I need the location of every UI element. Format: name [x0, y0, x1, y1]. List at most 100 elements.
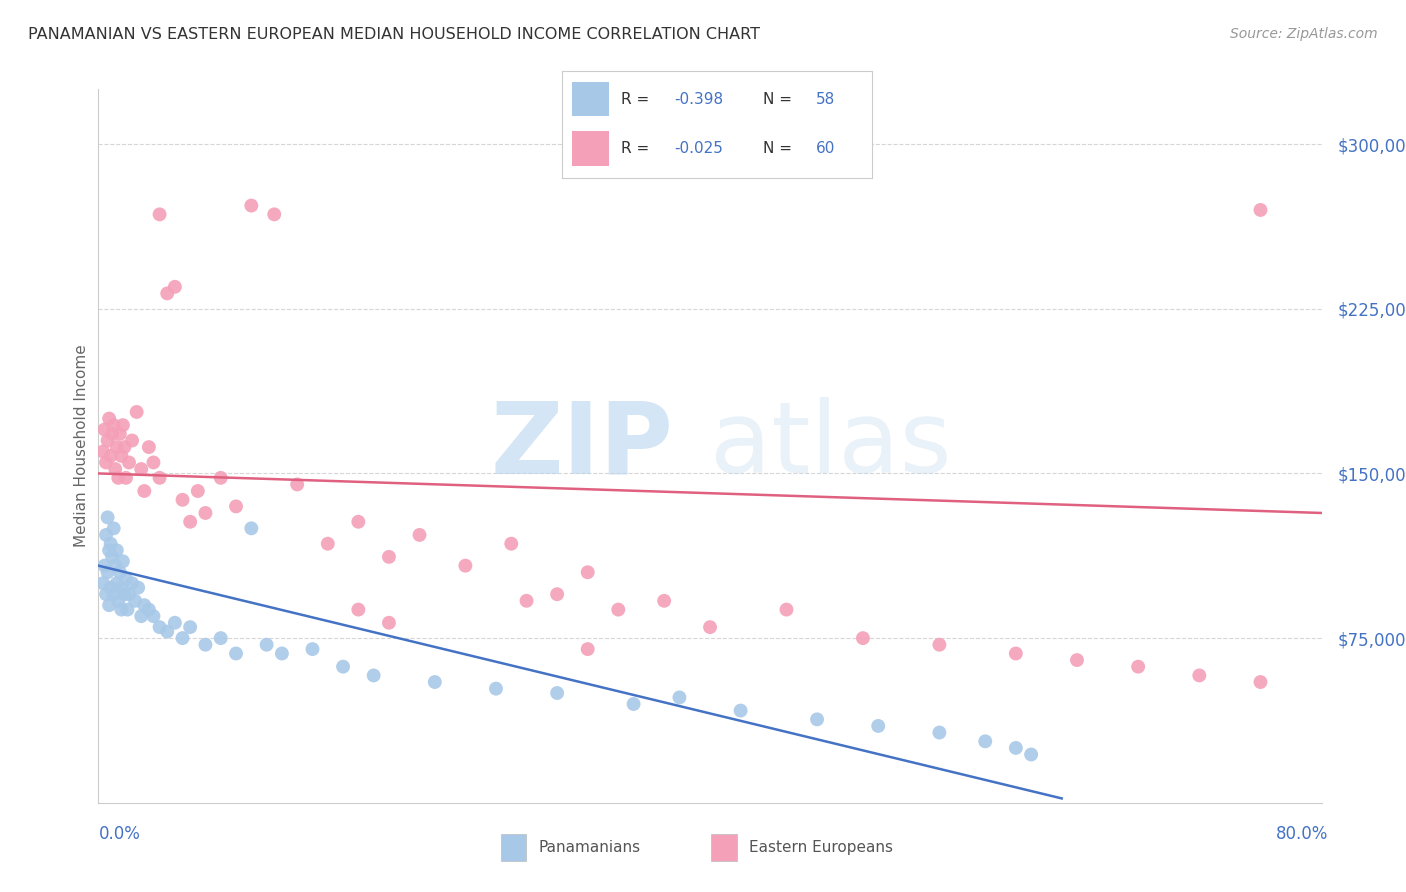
Point: [501, 537, 523, 551]
Point: [316, 537, 339, 551]
Point: [100, 537, 122, 551]
Point: [103, 418, 125, 433]
Point: [194, 506, 217, 520]
Point: [546, 587, 568, 601]
Point: [110, 581, 132, 595]
Point: [928, 725, 950, 739]
Point: [134, 483, 156, 498]
Y-axis label: Median Household Income: Median Household Income: [75, 344, 89, 548]
Point: [121, 576, 143, 591]
Point: [112, 440, 135, 454]
Point: [138, 440, 160, 454]
Text: R =: R =: [621, 141, 654, 156]
Point: [546, 686, 568, 700]
Point: [576, 566, 599, 580]
Point: [263, 207, 285, 221]
Point: [868, 719, 890, 733]
Point: [179, 620, 201, 634]
Point: [1249, 675, 1271, 690]
Point: [149, 207, 172, 221]
Point: [100, 449, 122, 463]
Point: [378, 549, 401, 564]
Point: [94, 455, 117, 469]
Point: [97, 434, 120, 448]
Point: [110, 449, 132, 463]
Point: [118, 455, 141, 469]
Point: [129, 462, 152, 476]
Point: [1249, 202, 1271, 217]
Point: [240, 198, 263, 212]
Point: [111, 554, 134, 568]
Point: [172, 631, 194, 645]
Point: [163, 615, 186, 630]
Point: [408, 528, 430, 542]
Point: [97, 566, 120, 580]
Point: [256, 638, 278, 652]
Point: [806, 712, 828, 726]
Point: [104, 558, 127, 573]
Point: [97, 510, 120, 524]
Point: [149, 620, 172, 634]
Point: [125, 405, 148, 419]
Text: 80.0%: 80.0%: [1277, 825, 1329, 843]
Point: [91, 576, 114, 591]
Point: [454, 558, 477, 573]
Point: [1128, 659, 1150, 673]
Point: [94, 528, 117, 542]
Point: [110, 602, 132, 616]
Text: Source: ZipAtlas.com: Source: ZipAtlas.com: [1230, 27, 1378, 41]
Point: [91, 444, 114, 458]
Point: [94, 587, 117, 601]
Text: N =: N =: [763, 141, 797, 156]
Point: [108, 566, 131, 580]
Point: [142, 609, 165, 624]
Point: [100, 581, 122, 595]
Point: [93, 558, 115, 573]
Point: [347, 515, 370, 529]
Point: [104, 462, 127, 476]
Bar: [572, 131, 609, 166]
Point: [668, 690, 690, 705]
Text: R =: R =: [621, 92, 654, 107]
Point: [142, 455, 165, 469]
Point: [363, 668, 385, 682]
Point: [187, 483, 209, 498]
Point: [516, 594, 538, 608]
Text: 0.0%: 0.0%: [98, 825, 141, 843]
Point: [301, 642, 323, 657]
Text: PANAMANIAN VS EASTERN EUROPEAN MEDIAN HOUSEHOLD INCOME CORRELATION CHART: PANAMANIAN VS EASTERN EUROPEAN MEDIAN HO…: [28, 27, 761, 42]
Point: [607, 602, 630, 616]
Point: [149, 471, 172, 485]
Point: [117, 602, 139, 616]
Bar: [572, 82, 609, 116]
Point: [98, 598, 121, 612]
Point: [156, 624, 179, 639]
Point: [156, 286, 179, 301]
Text: 60: 60: [815, 141, 835, 156]
Point: [485, 681, 508, 696]
Point: [107, 594, 129, 608]
Point: [423, 675, 446, 690]
Point: [118, 587, 141, 601]
Point: [775, 602, 797, 616]
Point: [699, 620, 721, 634]
Point: [101, 426, 124, 441]
Point: [974, 734, 997, 748]
Point: [112, 587, 135, 601]
Text: N =: N =: [763, 92, 797, 107]
Point: [115, 471, 138, 485]
Point: [179, 515, 201, 529]
Point: [1188, 668, 1211, 682]
Point: [285, 477, 308, 491]
Point: [129, 609, 152, 624]
Bar: [711, 834, 737, 861]
Point: [576, 642, 599, 657]
Point: [378, 615, 401, 630]
Point: [107, 471, 129, 485]
Point: [124, 594, 146, 608]
Point: [115, 572, 138, 586]
Point: [163, 280, 186, 294]
Point: [928, 638, 950, 652]
Point: [103, 521, 125, 535]
Point: [98, 543, 121, 558]
